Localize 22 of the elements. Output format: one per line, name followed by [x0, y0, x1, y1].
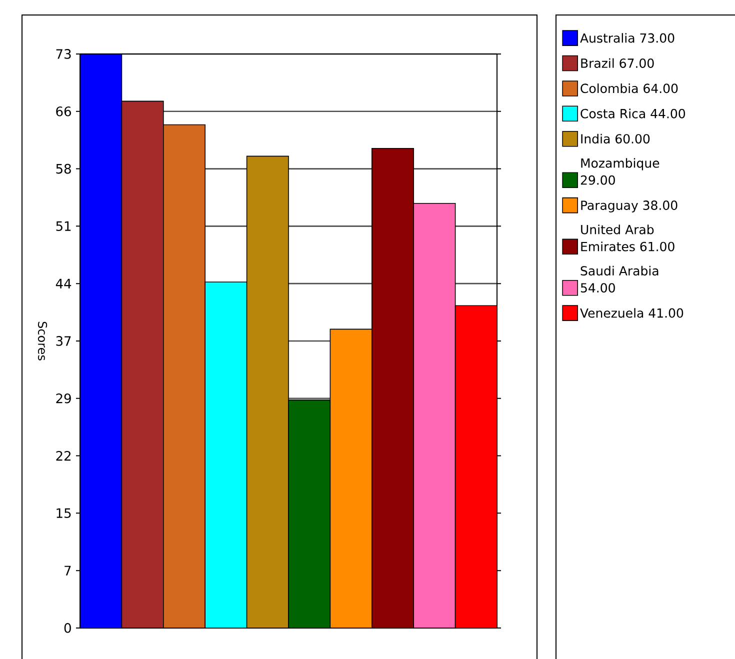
- y-axis-title: Scores: [38, 322, 48, 360]
- legend-label: Costa Rica 44.00: [580, 108, 686, 118]
- y-tick-label: 66: [56, 106, 71, 116]
- y-tick-label: 51: [56, 221, 71, 232]
- legend-label: India 60.00: [581, 134, 650, 144]
- y-tick-label: 0: [64, 623, 71, 633]
- y-tick-label: 37: [56, 336, 71, 346]
- legend-label: Colombia 64.00: [580, 83, 678, 94]
- legend-label: Paraguay 38.00: [581, 200, 678, 212]
- y-tick-label: 58: [56, 164, 71, 174]
- legend-label: Venezuela 41.00: [580, 308, 684, 318]
- legend-label: Mozambique 29.00: [580, 158, 660, 185]
- y-tick-label: 7: [64, 566, 71, 576]
- y-tick-label: 15: [56, 508, 71, 518]
- y-tick-label: 73: [56, 49, 71, 59]
- legend-label: Saudi Arabia 54.00: [580, 266, 658, 293]
- legend-label: United Arab Emirates 61.00: [581, 224, 674, 252]
- legend-label: Australia 73.00: [580, 33, 674, 43]
- y-tick-label: 29: [56, 393, 71, 404]
- y-tick-label: 22: [56, 450, 71, 461]
- y-tick-label: 44: [56, 278, 72, 288]
- legend-label: Brazil 67.00: [581, 58, 654, 68]
